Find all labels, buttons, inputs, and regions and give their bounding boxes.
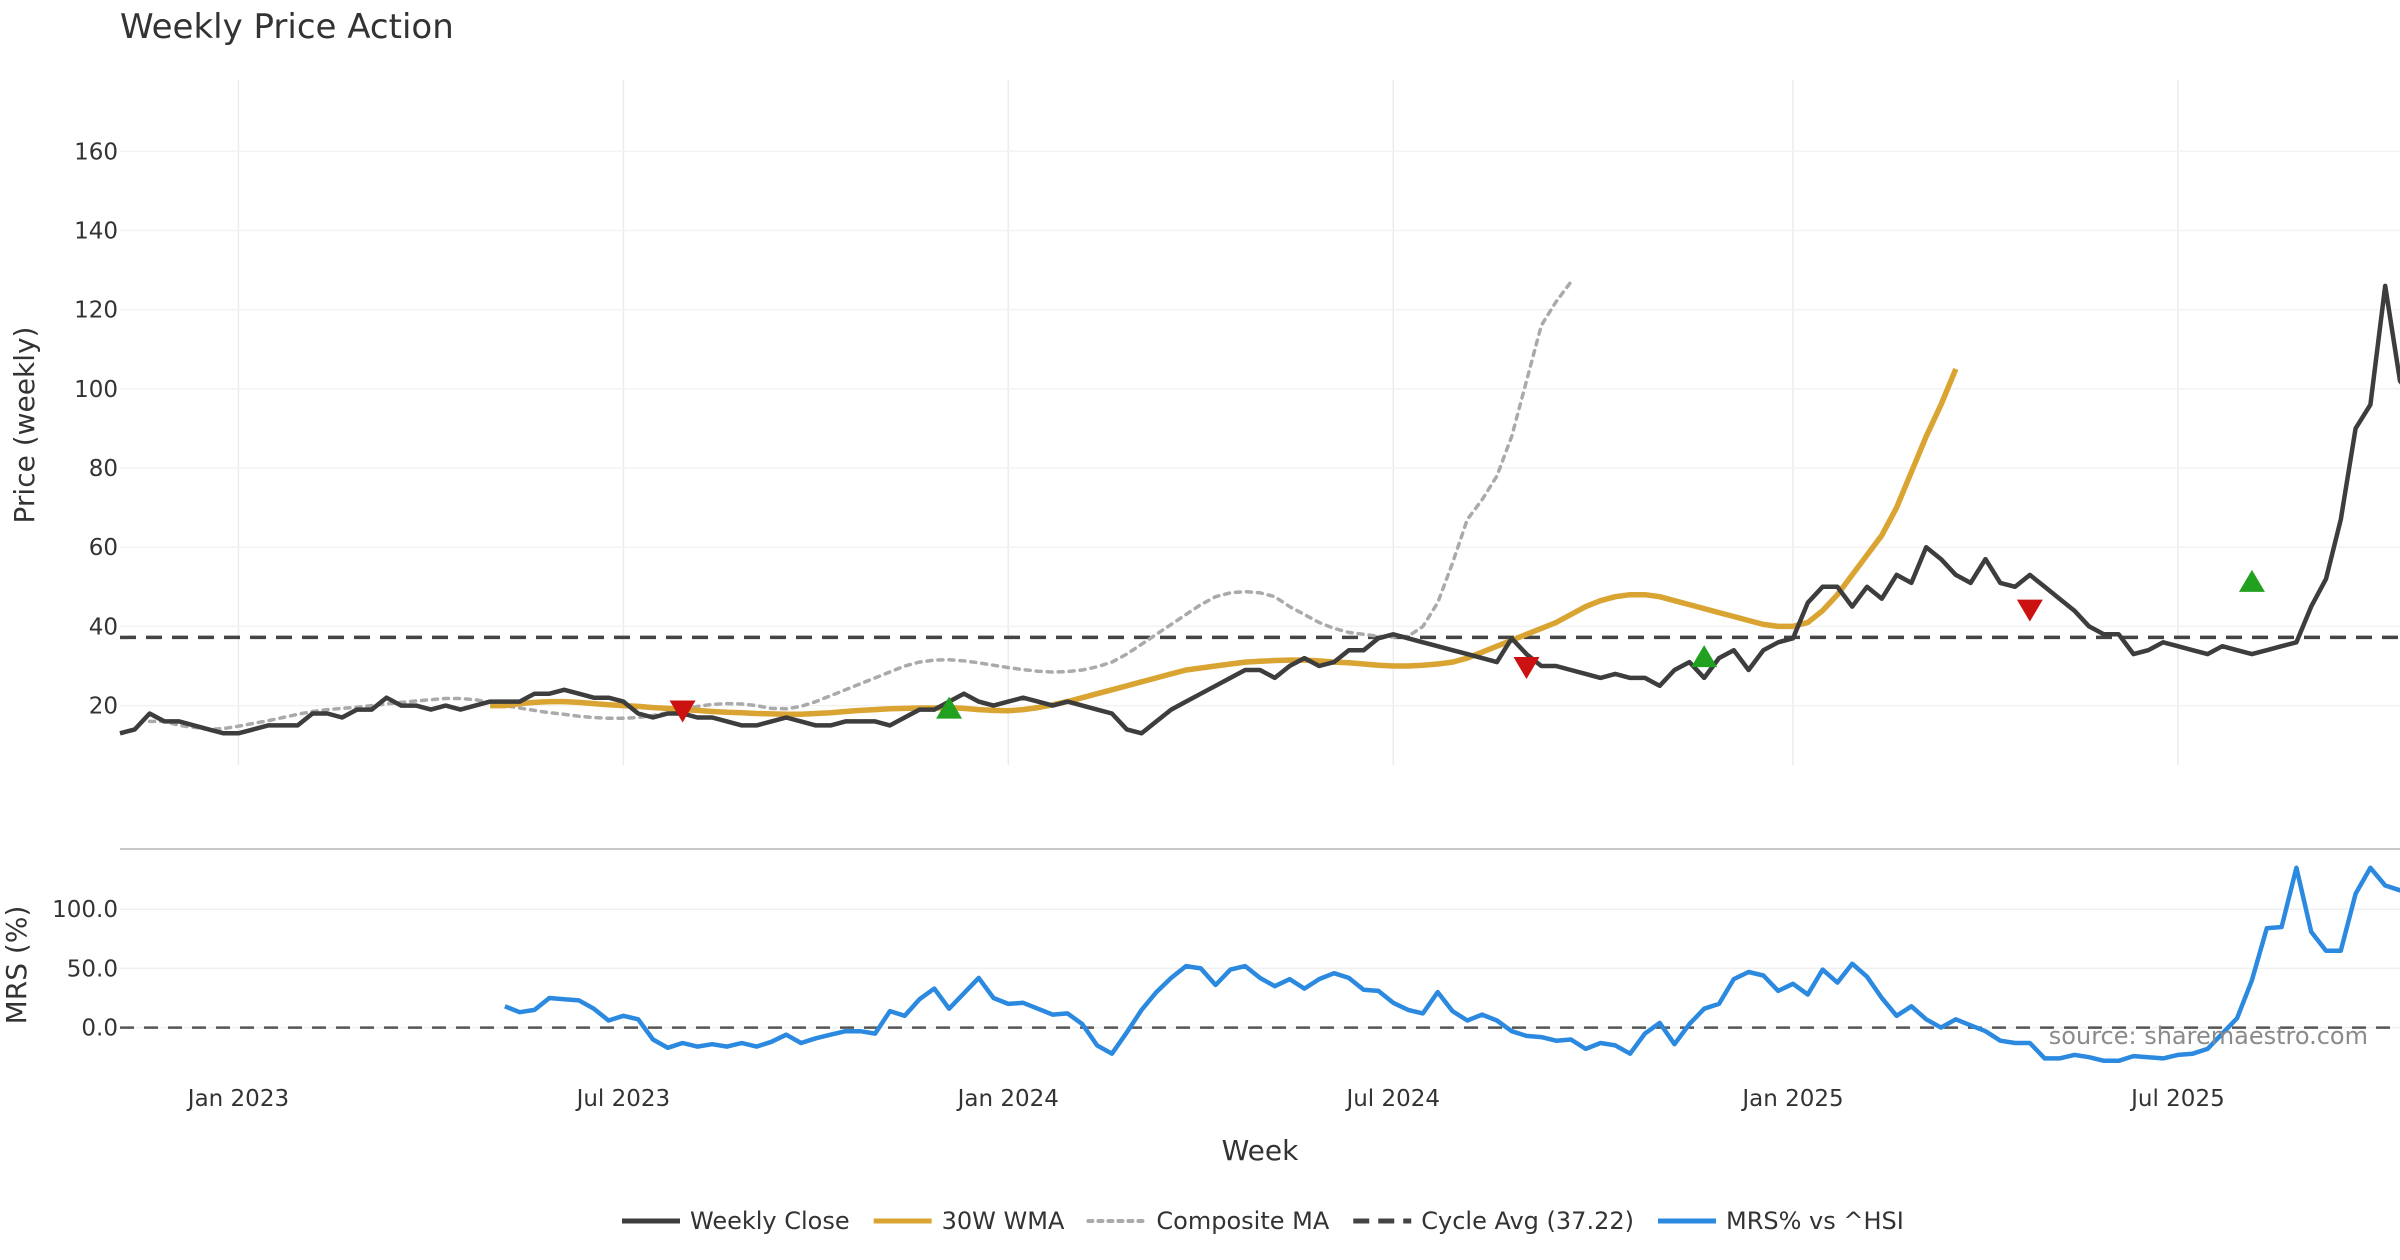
sell-signal-marker	[669, 700, 696, 723]
x-tick-label: Jul 2025	[2129, 1086, 2225, 1112]
legend: Weekly Close 30W WMA Composite MA Cycle Avg…	[622, 1207, 1904, 1235]
mrs-y-axis-label: MRS (%)	[0, 906, 33, 1025]
price-panel-gridlines	[120, 80, 2400, 765]
buy-signal-marker	[1691, 645, 1718, 668]
sell-signal-marker	[1513, 656, 1540, 679]
mrs-panel-gridlines	[120, 908, 2400, 1029]
price-y-tick-label: 120	[74, 298, 118, 324]
price-series	[119, 280, 2400, 736]
signal-markers	[669, 569, 2265, 723]
price-y-tick-label: 80	[89, 456, 118, 482]
price-y-tick-label: 60	[89, 535, 118, 561]
sell-signal-marker	[2016, 599, 2043, 622]
price-y-tick-label: 100	[74, 377, 118, 403]
price-y-tick-label: 160	[74, 139, 118, 165]
series-30w-wma	[490, 367, 1959, 718]
legend-label: Weekly Close	[690, 1207, 850, 1235]
buy-signal-marker	[2238, 569, 2265, 592]
price-y-axis-label: Price (weekly)	[8, 327, 41, 524]
legend-label: MRS% vs ^HSI	[1726, 1207, 1904, 1235]
series-weekly-close	[119, 283, 2400, 736]
x-tick-label: Jan 2025	[1740, 1086, 1843, 1112]
x-axis-label: Week	[1222, 1134, 1299, 1167]
mrs-y-ticks: 0.0 50.0 100.0	[52, 897, 118, 1041]
x-axis-ticks: Jan 2023 Jul 2023 Jan 2024 Jul 2024 Jan 2025…	[186, 1086, 2225, 1112]
mrs-series	[504, 865, 2400, 1064]
series-mrs-vs-hsi	[504, 865, 2400, 1064]
legend-label: 30W WMA	[942, 1207, 1065, 1235]
legend-label: Cycle Avg (37.22)	[1421, 1207, 1634, 1235]
source-annotation: source: sharemaestro.com	[2049, 1022, 2368, 1050]
price-y-tick-label: 40	[89, 614, 118, 640]
chart-title: Weekly Price Action	[120, 7, 454, 47]
x-tick-label: Jan 2023	[186, 1086, 289, 1112]
mrs-y-tick-label: 0.0	[81, 1016, 118, 1042]
mrs-y-tick-label: 50.0	[67, 956, 118, 982]
buy-signal-marker	[936, 696, 963, 719]
x-tick-label: Jul 2023	[575, 1086, 671, 1112]
mrs-y-tick-label: 100.0	[52, 897, 118, 923]
price-y-ticks: 20 40 60 80 100 120 140 160	[74, 139, 118, 719]
series-composite-ma	[147, 280, 1573, 732]
price-y-tick-label: 20	[89, 694, 118, 720]
price-y-tick-label: 140	[74, 218, 118, 244]
x-tick-label: Jan 2024	[956, 1086, 1059, 1112]
x-tick-label: Jul 2024	[1344, 1086, 1440, 1112]
legend-label: Composite MA	[1156, 1207, 1329, 1235]
